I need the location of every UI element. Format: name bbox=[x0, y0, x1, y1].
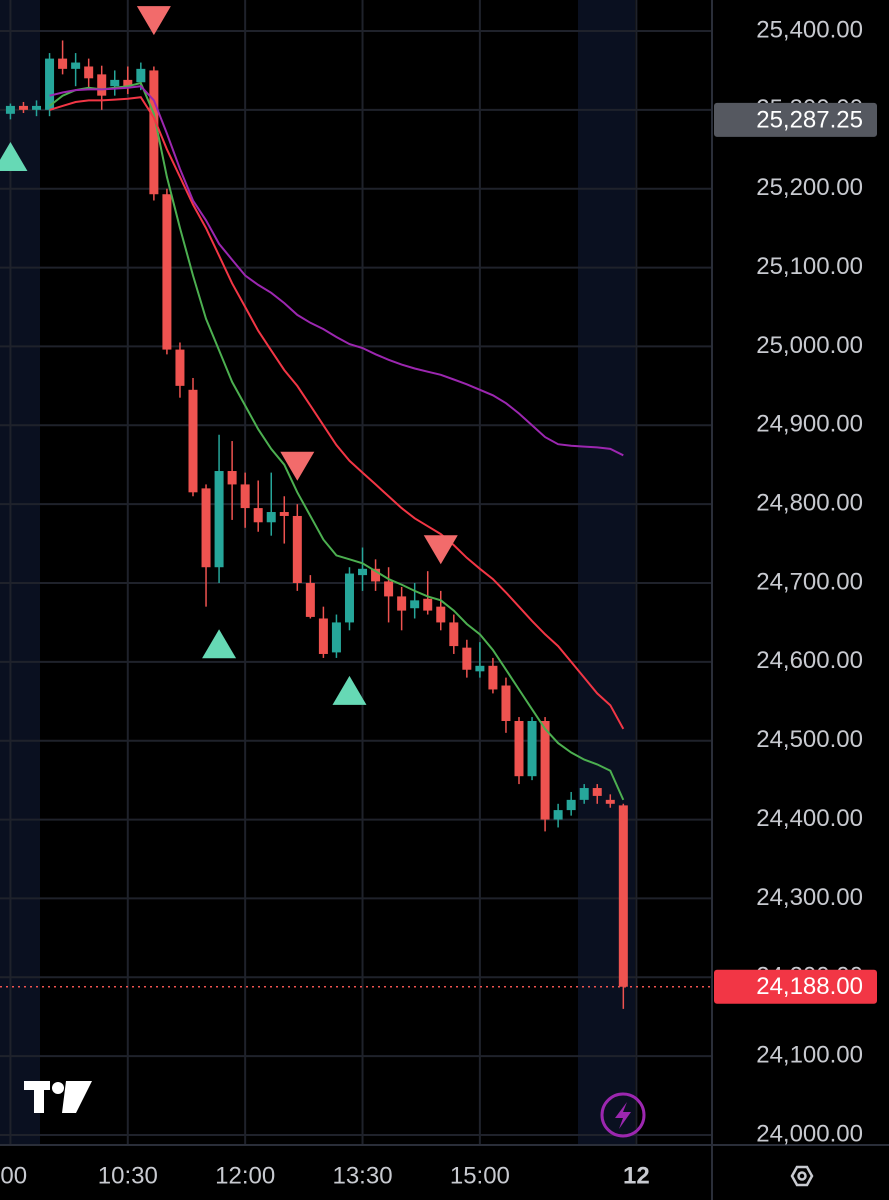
candle-body bbox=[488, 665, 498, 690]
candle-body bbox=[592, 788, 602, 796]
candle-body bbox=[423, 598, 433, 611]
candle-body bbox=[566, 799, 576, 811]
candle-body bbox=[149, 70, 159, 195]
candle-body bbox=[279, 512, 289, 516]
x-tick-label: 12 bbox=[623, 1162, 650, 1189]
sell-signal bbox=[136, 6, 171, 36]
y-tick-label: 24,400.00 bbox=[756, 805, 863, 832]
y-tick-label: 24,900.00 bbox=[756, 411, 863, 438]
buy-signal bbox=[0, 141, 28, 171]
candle-body bbox=[110, 79, 120, 87]
candle-body bbox=[618, 805, 628, 987]
candle-body bbox=[18, 105, 28, 110]
candle-body bbox=[410, 600, 420, 609]
candle-body bbox=[214, 471, 224, 568]
y-tick-label: 24,800.00 bbox=[756, 489, 863, 516]
candle-body bbox=[436, 606, 446, 623]
candle-body bbox=[397, 596, 407, 611]
x-tick-label: 13:30 bbox=[332, 1162, 392, 1189]
candle-body bbox=[240, 484, 250, 509]
ma-line bbox=[49, 96, 625, 730]
candle-body bbox=[201, 488, 211, 568]
x-tick-label: 10:30 bbox=[98, 1162, 158, 1189]
candle-body bbox=[136, 68, 146, 83]
candle-body bbox=[331, 622, 341, 653]
candle-body bbox=[579, 788, 589, 800]
candle-body bbox=[58, 58, 68, 69]
y-tick-label: 24,700.00 bbox=[756, 568, 863, 595]
plot bbox=[0, 6, 712, 1009]
candle-body bbox=[188, 389, 198, 493]
candle-body bbox=[514, 721, 524, 777]
ma-line bbox=[48, 81, 625, 801]
candle-body bbox=[358, 568, 368, 576]
off-session bbox=[0, 0, 40, 1145]
candle-body bbox=[384, 581, 394, 597]
x-tick-label: 12:00 bbox=[215, 1162, 275, 1189]
y-tick-label: 25,100.00 bbox=[756, 253, 863, 280]
x-tick-label: :00 bbox=[0, 1162, 27, 1189]
candle-body bbox=[553, 810, 563, 820]
y-tick-label: 25,200.00 bbox=[756, 174, 863, 201]
last-price-box bbox=[714, 969, 877, 1004]
y-tick-label: 24,600.00 bbox=[756, 647, 863, 674]
x-tick-label: 15:00 bbox=[450, 1162, 510, 1189]
candle-body bbox=[84, 66, 94, 79]
marker-price-box bbox=[714, 102, 877, 137]
y-tick-label: 24,000.00 bbox=[756, 1120, 863, 1147]
sell-signal bbox=[280, 451, 315, 481]
candle-body bbox=[227, 471, 237, 485]
settings-button[interactable] bbox=[790, 1165, 814, 1187]
y-tick-label: 24,300.00 bbox=[756, 884, 863, 911]
candle-body bbox=[318, 618, 328, 654]
candle-body bbox=[32, 105, 42, 110]
candle-body bbox=[5, 105, 15, 114]
y-tick-label: 24,100.00 bbox=[756, 1041, 863, 1068]
candle-body bbox=[605, 799, 615, 804]
candle-body bbox=[305, 583, 315, 617]
candle-body bbox=[162, 194, 172, 350]
candle-body bbox=[71, 62, 81, 69]
candle-body bbox=[175, 349, 185, 386]
lightning-button[interactable] bbox=[600, 1092, 646, 1138]
sell-signal bbox=[423, 535, 458, 565]
candle-body bbox=[253, 508, 263, 523]
candle-body bbox=[344, 573, 354, 623]
buy-signal bbox=[332, 675, 367, 705]
logo bbox=[24, 1081, 92, 1113]
candle-body bbox=[292, 515, 302, 583]
candle-body bbox=[462, 647, 472, 670]
candle-body bbox=[266, 512, 276, 523]
candle-body bbox=[527, 721, 537, 777]
candle-body bbox=[501, 685, 511, 721]
y-tick-label: 24,500.00 bbox=[756, 726, 863, 753]
candle-body bbox=[371, 568, 381, 582]
marker-price-label: 25,287.25 bbox=[756, 106, 863, 133]
y-tick-label: 25,000.00 bbox=[756, 332, 863, 359]
candle-body bbox=[449, 622, 459, 647]
last-price-label: 24,188.00 bbox=[756, 973, 863, 1000]
candle-body bbox=[123, 79, 133, 87]
axes: 24,000.0024,100.0024,200.0024,300.0024,4… bbox=[0, 16, 877, 1189]
candle-body bbox=[540, 721, 550, 820]
ma-line bbox=[49, 85, 624, 457]
candle-body bbox=[45, 58, 55, 110]
buy-signal bbox=[202, 629, 237, 659]
candle-body bbox=[475, 665, 485, 672]
y-tick-label: 25,400.00 bbox=[756, 16, 863, 43]
candle-body bbox=[97, 74, 107, 96]
